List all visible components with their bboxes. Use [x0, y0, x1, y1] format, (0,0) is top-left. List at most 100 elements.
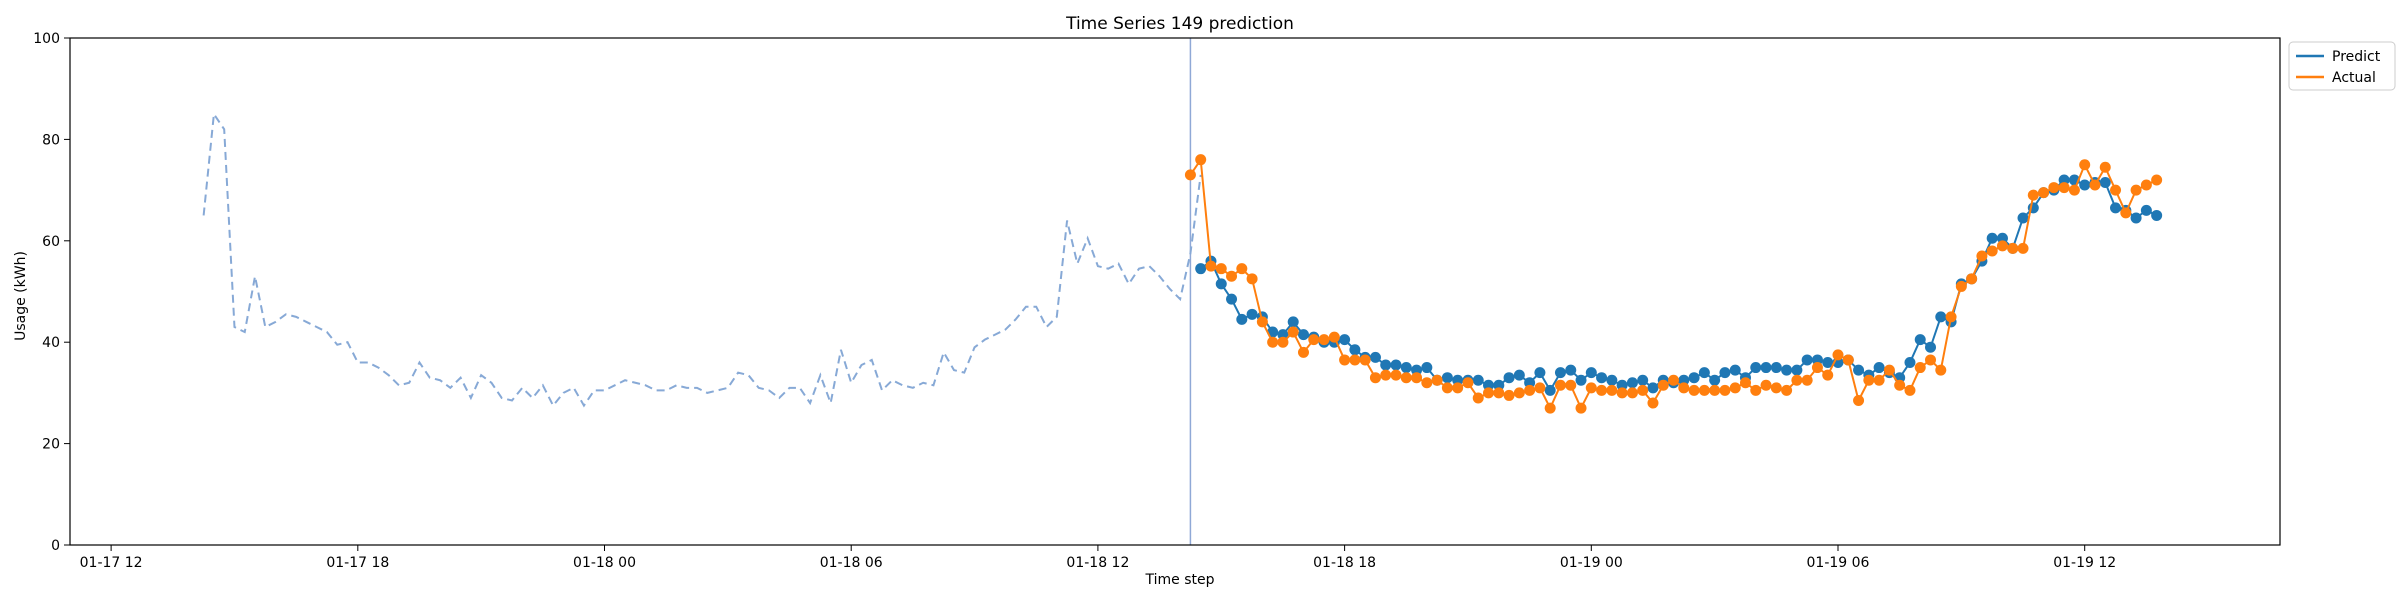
actual-point [1513, 387, 1525, 399]
actual-point [1750, 384, 1762, 396]
prediction-point [1647, 382, 1659, 394]
actual-point [2151, 174, 2163, 186]
prediction-point [1339, 334, 1351, 346]
prediction-point [1236, 313, 1248, 325]
actual-point [1452, 382, 1464, 394]
prediction-point [1524, 377, 1536, 389]
prediction-point [1791, 364, 1803, 376]
actual-point [2110, 184, 2122, 196]
actual-point [1966, 273, 1978, 285]
prediction-point [1729, 364, 1741, 376]
plot-frame [69, 37, 2281, 546]
legend-label: Actual [2332, 70, 2376, 86]
prediction-point [2017, 212, 2029, 224]
actual-point [1328, 331, 1340, 343]
actual-point [1462, 377, 1474, 389]
actual-point [1976, 250, 1988, 262]
actual-point [1698, 384, 1710, 396]
actual-point [1986, 245, 1998, 257]
prediction-point [2140, 204, 2152, 216]
prediction-point [1380, 359, 1392, 371]
x-tick-label: 01-17 18 [326, 555, 389, 571]
actual-point [1493, 387, 1505, 399]
actual-point [1575, 402, 1587, 414]
prediction-point [1585, 367, 1597, 379]
prediction-point [2151, 209, 2163, 221]
actual-point [1822, 369, 1834, 381]
prediction-point [1935, 311, 1947, 323]
actual-point [1842, 354, 1854, 366]
prediction-point [1483, 379, 1495, 391]
prediction-point [1750, 362, 1762, 374]
prediction-point [1781, 364, 1793, 376]
actual-point [2038, 187, 2050, 199]
prediction-point [1226, 293, 1238, 305]
actual-point [1359, 354, 1371, 366]
actual-point [1616, 387, 1628, 399]
actual-point [1287, 326, 1299, 338]
actual-point [1544, 402, 1556, 414]
actual-point [1554, 379, 1566, 391]
actual-point [1668, 374, 1680, 386]
actual-point [1904, 384, 1916, 396]
prediction-point [1452, 374, 1464, 386]
y-tick-label: 20 [42, 437, 60, 453]
actual-point [1853, 395, 1865, 407]
prediction-point [1925, 341, 1937, 353]
actual-point [1256, 316, 1268, 328]
prediction-point [1616, 379, 1628, 391]
actual-point [1925, 354, 1937, 366]
prediction-point [1493, 379, 1505, 391]
actual-point [1369, 372, 1381, 384]
actual-point [1349, 354, 1361, 366]
prediction-point [1801, 354, 1813, 366]
x-tick-label: 01-17 12 [80, 555, 143, 571]
actual-point [1914, 362, 1926, 374]
actual-point [1811, 362, 1823, 374]
actual-point [1472, 392, 1484, 404]
actual-point [1791, 374, 1803, 386]
prediction-point [1565, 364, 1577, 376]
actual-point [1195, 154, 1207, 166]
actual-point [1739, 377, 1751, 389]
prediction-point [1411, 364, 1423, 376]
actual-point [2120, 207, 2132, 219]
prediction-point [1421, 362, 1433, 374]
prediction-point [1503, 372, 1515, 384]
actual-point [1400, 372, 1412, 384]
prediction-point [1554, 367, 1566, 379]
prediction-point [1606, 374, 1618, 386]
actual-point [1390, 369, 1402, 381]
axis-ticks: 0 20 40 60 80 100 01-17 12 01-17 18 01-18 00 01-1… [33, 31, 2116, 571]
prediction-point [1575, 374, 1587, 386]
actual-point [1883, 364, 1895, 376]
legend-label: Predict [2332, 49, 2381, 65]
prediction-point [1596, 372, 1608, 384]
actual-point [1647, 397, 1659, 409]
actual-point [1770, 382, 1782, 394]
actual-point [1596, 384, 1608, 396]
prediction-point [1287, 316, 1299, 328]
prediction-point [1297, 329, 1309, 341]
chart-title: Time Series 149 prediction [1065, 14, 1294, 34]
prediction-point [2110, 202, 2122, 214]
prediction-point [1822, 356, 1834, 368]
y-tick-label: 100 [33, 31, 60, 47]
actual-point [1483, 387, 1495, 399]
x-tick-label: 01-19 12 [2053, 555, 2116, 571]
actual-point [1606, 384, 1618, 396]
actual-point [1935, 364, 1947, 376]
actual-line [1189, 156, 2158, 411]
actual-point [1688, 384, 1700, 396]
prediction-point [1709, 374, 1721, 386]
actual-point [1955, 280, 1967, 292]
y-tick-label: 60 [42, 234, 60, 250]
y-tick-label: 40 [42, 335, 60, 351]
actual-point [1421, 377, 1433, 389]
actual-point [1719, 384, 1731, 396]
actual-point [1781, 384, 1793, 396]
prediction-point [1195, 263, 1207, 275]
actual-point [2058, 182, 2070, 194]
prediction-point [2099, 176, 2111, 188]
